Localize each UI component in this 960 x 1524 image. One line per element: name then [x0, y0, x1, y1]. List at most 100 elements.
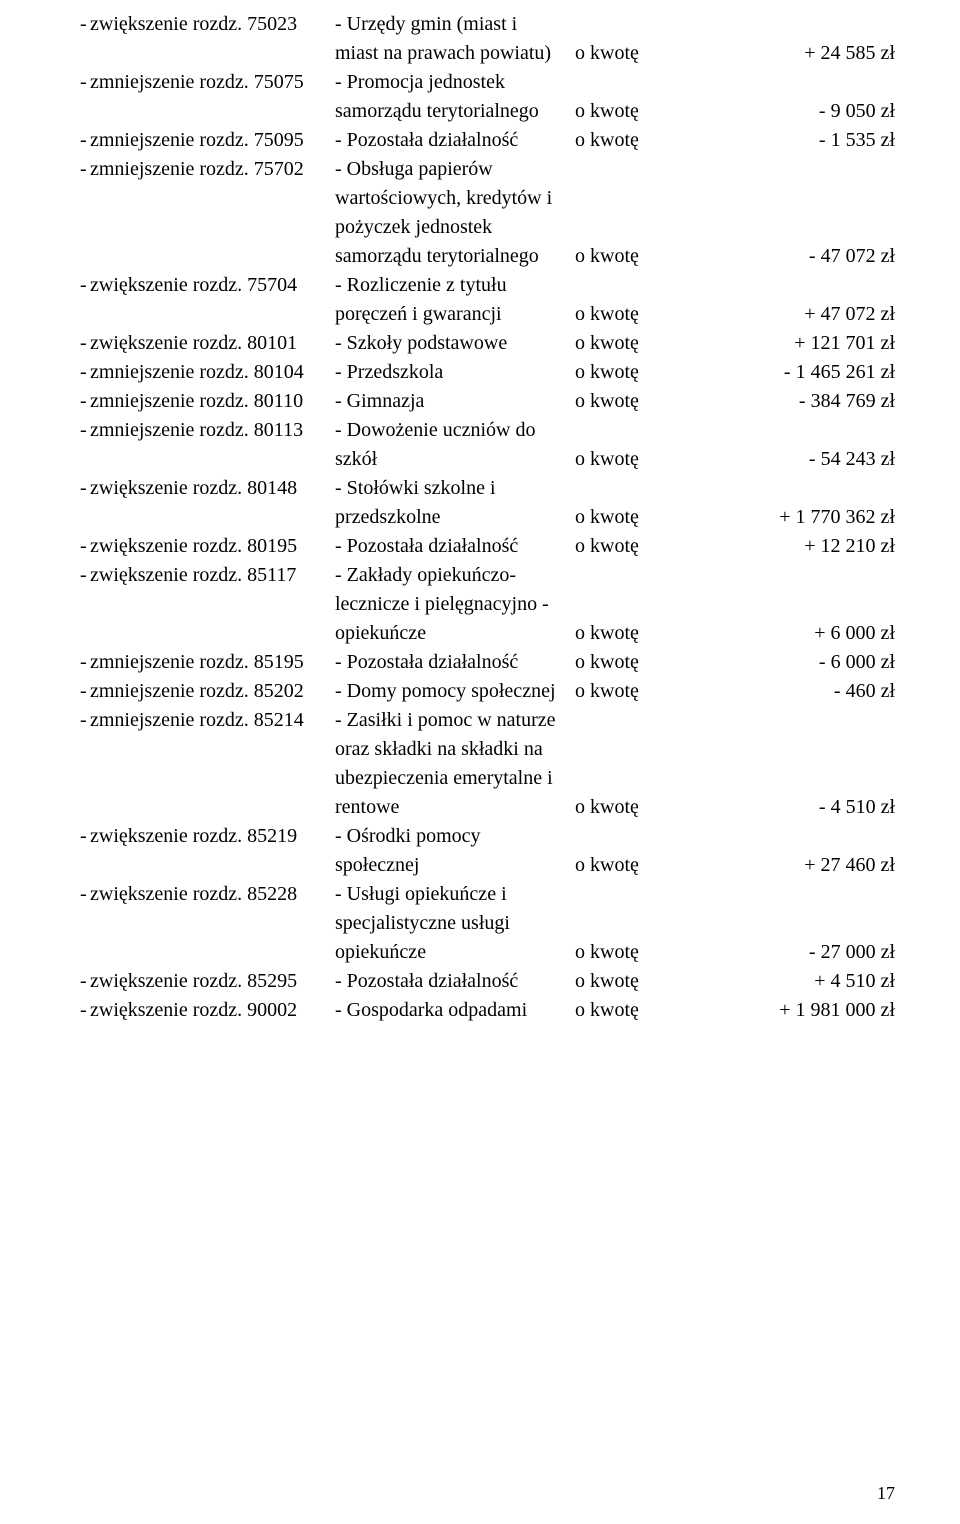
dash-icon: - [80, 967, 90, 996]
okwote-label: o kwotę [575, 358, 685, 387]
row-left: -zmniejszenie rozdz. 85195 [80, 648, 335, 677]
row-left: -zmniejszenie rozdz. 75095 [80, 126, 335, 155]
budget-row: -zmniejszenie rozdz. 85214- Zasiłki i po… [80, 706, 895, 822]
budget-row: -zmniejszenie rozdz. 85202- Domy pomocy … [80, 677, 895, 706]
row-left: -zwiększenie rozdz. 80148 [80, 474, 335, 503]
description: - Ośrodki pomocy społecznej [335, 822, 575, 880]
okwote-label: o kwotę [575, 242, 685, 271]
description: - Pozostała działalność [335, 532, 575, 561]
row-left: -zwiększenie rozdz. 85117 [80, 561, 335, 590]
okwote-label: o kwotę [575, 97, 685, 126]
amount: + 27 460 zł [685, 851, 895, 880]
budget-row: -zmniejszenie rozdz. 80104- Przedszkolao… [80, 358, 895, 387]
budget-row: -zwiększenie rozdz. 85219- Ośrodki pomoc… [80, 822, 895, 880]
document-page: -zwiększenie rozdz. 75023- Urzędy gmin (… [0, 0, 960, 1524]
row-left: -zmniejszenie rozdz. 85202 [80, 677, 335, 706]
budget-row: -zmniejszenie rozdz. 80110- Gimnazjao kw… [80, 387, 895, 416]
budget-row: -zmniejszenie rozdz. 75095- Pozostała dz… [80, 126, 895, 155]
amount: - 54 243 zł [685, 445, 895, 474]
row-left: -zmniejszenie rozdz. 80104 [80, 358, 335, 387]
description: - Usługi opiekuńcze i specjalistyczne us… [335, 880, 575, 967]
amount: - 9 050 zł [685, 97, 895, 126]
amount: - 4 510 zł [685, 793, 895, 822]
row-left: -zwiększenie rozdz. 90002 [80, 996, 335, 1025]
change-label: zwiększenie rozdz. 90002 [90, 996, 297, 1025]
amount: - 384 769 zł [685, 387, 895, 416]
okwote-label: o kwotę [575, 996, 685, 1025]
row-left: -zwiększenie rozdz. 85219 [80, 822, 335, 851]
amount: - 47 072 zł [685, 242, 895, 271]
change-label: zmniejszenie rozdz. 85202 [90, 677, 304, 706]
change-label: zwiększenie rozdz. 85219 [90, 822, 297, 851]
description: - Zakłady opiekuńczo-lecznicze i pielęgn… [335, 561, 575, 648]
budget-row: -zwiększenie rozdz. 75704- Rozliczenie z… [80, 271, 895, 329]
row-left: -zwiększenie rozdz. 85295 [80, 967, 335, 996]
okwote-label: o kwotę [575, 967, 685, 996]
okwote-label: o kwotę [575, 938, 685, 967]
okwote-label: o kwotę [575, 39, 685, 68]
dash-icon: - [80, 532, 90, 561]
dash-icon: - [80, 271, 90, 300]
dash-icon: - [80, 68, 90, 97]
okwote-label: o kwotę [575, 329, 685, 358]
dash-icon: - [80, 706, 90, 735]
dash-icon: - [80, 155, 90, 184]
dash-icon: - [80, 329, 90, 358]
page-number: 17 [877, 1483, 895, 1504]
change-label: zwiększenie rozdz. 80195 [90, 532, 297, 561]
budget-row: -zwiększenie rozdz. 85295- Pozostała dzi… [80, 967, 895, 996]
amount: - 6 000 zł [685, 648, 895, 677]
description: - Szkoły podstawowe [335, 329, 575, 358]
row-left: -zmniejszenie rozdz. 80110 [80, 387, 335, 416]
row-left: -zmniejszenie rozdz. 80113 [80, 416, 335, 445]
budget-change-list: -zwiększenie rozdz. 75023- Urzędy gmin (… [80, 10, 895, 1025]
okwote-label: o kwotę [575, 793, 685, 822]
budget-row: -zwiększenie rozdz. 85117- Zakłady opiek… [80, 561, 895, 648]
dash-icon: - [80, 996, 90, 1025]
dash-icon: - [80, 822, 90, 851]
change-label: zwiększenie rozdz. 80101 [90, 329, 297, 358]
change-label: zmniejszenie rozdz. 80110 [90, 387, 303, 416]
budget-row: -zwiększenie rozdz. 80101- Szkoły podsta… [80, 329, 895, 358]
amount: + 12 210 zł [685, 532, 895, 561]
change-label: zwiększenie rozdz. 85117 [90, 561, 296, 590]
change-label: zmniejszenie rozdz. 75702 [90, 155, 304, 184]
budget-row: -zmniejszenie rozdz. 75075- Promocja jed… [80, 68, 895, 126]
change-label: zwiększenie rozdz. 85295 [90, 967, 297, 996]
change-label: zmniejszenie rozdz. 80113 [90, 416, 303, 445]
description: - Rozliczenie z tytułu poręczeń i gwaran… [335, 271, 575, 329]
description: - Pozostała działalność [335, 967, 575, 996]
description: - Dowożenie uczniów do szkół [335, 416, 575, 474]
amount: - 1 465 261 zł [685, 358, 895, 387]
budget-row: -zwiększenie rozdz. 75023- Urzędy gmin (… [80, 10, 895, 68]
okwote-label: o kwotę [575, 503, 685, 532]
change-label: zmniejszenie rozdz. 85195 [90, 648, 304, 677]
okwote-label: o kwotę [575, 126, 685, 155]
row-left: -zmniejszenie rozdz. 85214 [80, 706, 335, 735]
dash-icon: - [80, 10, 90, 39]
row-left: -zwiększenie rozdz. 75704 [80, 271, 335, 300]
budget-row: -zmniejszenie rozdz. 85195- Pozostała dz… [80, 648, 895, 677]
description: - Urzędy gmin (miast i miast na prawach … [335, 10, 575, 68]
okwote-label: o kwotę [575, 387, 685, 416]
row-left: -zmniejszenie rozdz. 75702 [80, 155, 335, 184]
row-left: -zwiększenie rozdz. 80195 [80, 532, 335, 561]
description: - Promocja jednostek samorządu terytoria… [335, 68, 575, 126]
description: - Obsługa papierów wartościowych, kredyt… [335, 155, 575, 271]
description: - Stołówki szkolne i przedszkolne [335, 474, 575, 532]
row-left: -zwiększenie rozdz. 80101 [80, 329, 335, 358]
dash-icon: - [80, 677, 90, 706]
okwote-label: o kwotę [575, 677, 685, 706]
row-left: -zwiększenie rozdz. 75023 [80, 10, 335, 39]
amount: + 47 072 zł [685, 300, 895, 329]
description: - Pozostała działalność [335, 648, 575, 677]
dash-icon: - [80, 126, 90, 155]
change-label: zmniejszenie rozdz. 85214 [90, 706, 304, 735]
change-label: zwiększenie rozdz. 75023 [90, 10, 297, 39]
dash-icon: - [80, 880, 90, 909]
budget-row: -zwiększenie rozdz. 90002- Gospodarka od… [80, 996, 895, 1025]
amount: - 27 000 zł [685, 938, 895, 967]
dash-icon: - [80, 474, 90, 503]
change-label: zmniejszenie rozdz. 80104 [90, 358, 304, 387]
budget-row: -zwiększenie rozdz. 80195- Pozostała dzi… [80, 532, 895, 561]
